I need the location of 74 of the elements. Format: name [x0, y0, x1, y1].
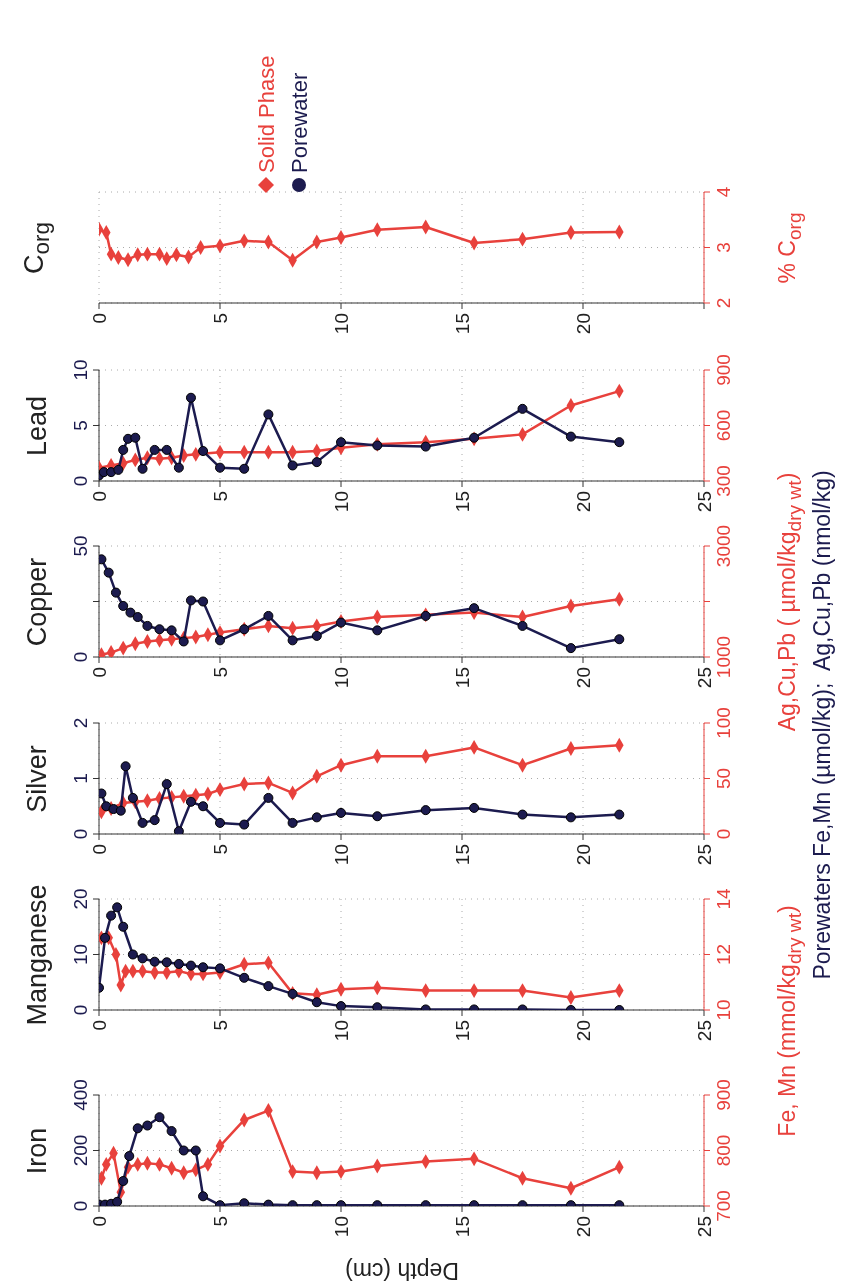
- text: Porewater: [286, 72, 312, 173]
- x-tick-label: 15: [451, 667, 473, 689]
- x-tick-label: 15: [451, 313, 473, 335]
- x-tick-label: 25: [693, 491, 715, 513]
- x-tick-label: 15: [451, 1216, 473, 1238]
- y2-tick-label: 100: [712, 707, 734, 739]
- y2-tick-label: 2: [712, 297, 734, 309]
- y2-tick-label: 14: [712, 888, 734, 910]
- x-tick-label: 0: [88, 667, 110, 678]
- y-tick-label: 10: [70, 943, 91, 966]
- y-tick-label: 0: [70, 1004, 91, 1016]
- y2-tick-label: 0: [712, 828, 734, 840]
- y2-tick-label: 600: [712, 409, 734, 442]
- x-axis-title: Depth (cm): [344, 1256, 459, 1284]
- text: Lead: [21, 395, 53, 456]
- y-tick-label: 50: [70, 535, 91, 557]
- text: Porewaters Fe,Mn (µmol/kg); Ag,Cu,Pb (nmol/kg): [808, 470, 836, 980]
- text: Silver: [21, 744, 53, 813]
- x-tick-label: 20: [572, 844, 594, 866]
- y-tick-label: 0: [70, 475, 91, 487]
- x-tick-label: 25: [693, 1020, 715, 1042]
- y2-tick-label: 900: [712, 1079, 734, 1111]
- x-tick-label: 20: [572, 1020, 594, 1042]
- y2-tick-label: 700: [712, 1190, 734, 1222]
- y-tick-label: 400: [70, 1079, 91, 1111]
- x-tick-label: 25: [693, 667, 715, 689]
- x-tick-label: 20: [572, 667, 594, 689]
- text: Manganese: [21, 883, 53, 1026]
- y2-tick-label: 4: [712, 186, 734, 198]
- x-tick-label: 0: [88, 844, 110, 855]
- x-tick-label: 10: [330, 1020, 352, 1042]
- y-tick-label: 10: [70, 359, 91, 381]
- y-tick-label: 0: [70, 828, 91, 840]
- x-tick-label: 5: [209, 1216, 231, 1227]
- y-tick-label: 0: [70, 651, 91, 663]
- x-tick-label: 0: [88, 1216, 110, 1227]
- y2-tick-label: 300: [712, 465, 734, 497]
- y2-tick-label: 800: [712, 1134, 734, 1167]
- y2-tick-label: 50: [712, 767, 734, 790]
- x-tick-label: 15: [451, 844, 473, 866]
- text: Copper: [21, 557, 53, 646]
- x-tick-label: 5: [209, 313, 231, 324]
- x-tick-label: 15: [451, 1020, 473, 1042]
- y2-tick-label: 12: [712, 943, 734, 966]
- text: Solid Phase: [253, 55, 279, 173]
- x-tick-label: 0: [88, 491, 110, 502]
- y2-tick-label: 3000: [712, 524, 734, 568]
- text: Iron: [21, 1127, 53, 1174]
- x-tick-label: 0: [88, 313, 110, 324]
- x-tick-label: 5: [209, 491, 231, 502]
- x-tick-label: 20: [572, 491, 594, 513]
- x-tick-label: 0: [88, 1020, 110, 1031]
- x-tick-label: 20: [572, 313, 594, 335]
- x-tick-label: 15: [451, 491, 473, 513]
- x-tick-label: 25: [693, 1216, 715, 1238]
- y-tick-label: 5: [70, 420, 91, 431]
- x-tick-label: 25: [693, 844, 715, 866]
- y-tick-label: 1: [70, 773, 91, 784]
- y-tick-label: 200: [70, 1134, 91, 1167]
- x-tick-label: 10: [330, 1216, 352, 1238]
- x-tick-label: 5: [209, 844, 231, 855]
- x-tick-label: 5: [209, 667, 231, 678]
- y-tick-label: 20: [70, 888, 91, 910]
- y2-tick-label: 3: [712, 242, 734, 253]
- y2-tick-label: 900: [712, 354, 734, 386]
- y-tick-label: 2: [70, 717, 91, 729]
- x-tick-label: 10: [330, 313, 352, 335]
- x-tick-label: 20: [572, 1216, 594, 1238]
- x-tick-label: 10: [330, 667, 352, 689]
- x-tick-label: 5: [209, 1020, 231, 1031]
- y-tick-label: 0: [70, 1200, 91, 1212]
- x-tick-label: 10: [330, 844, 352, 866]
- x-tick-label: 10: [330, 491, 352, 513]
- y2-tick-label: 1000: [712, 635, 734, 679]
